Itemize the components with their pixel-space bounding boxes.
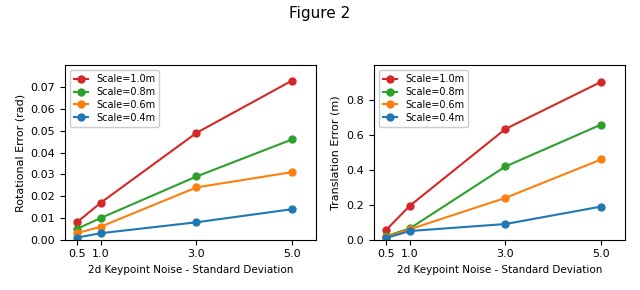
Scale=0.6m (382, 235, 390, 239)
Scale=1.0m (406, 204, 413, 207)
Scale=0.6m (406, 228, 413, 231)
Scale=0.6m (597, 158, 605, 161)
Line: Scale=0.4m: Scale=0.4m (74, 206, 296, 241)
Scale=0.8m (382, 235, 390, 238)
Scale=0.4m (382, 236, 390, 240)
Scale=0.8m (73, 227, 81, 231)
Scale=0.6m (288, 171, 296, 174)
Scale=1.0m (193, 131, 200, 135)
Text: Figure 2: Figure 2 (289, 6, 351, 21)
Scale=1.0m (288, 79, 296, 82)
Scale=0.6m (502, 196, 509, 200)
Scale=1.0m (597, 80, 605, 84)
Line: Scale=0.6m: Scale=0.6m (74, 169, 296, 237)
Scale=0.8m (502, 165, 509, 168)
Scale=0.4m (502, 222, 509, 226)
Scale=1.0m (97, 201, 105, 204)
Line: Scale=0.6m: Scale=0.6m (383, 156, 605, 241)
Scale=0.8m (597, 123, 605, 126)
Y-axis label: Translation Error (m): Translation Error (m) (331, 95, 341, 210)
Legend: Scale=1.0m, Scale=0.8m, Scale=0.6m, Scale=0.4m: Scale=1.0m, Scale=0.8m, Scale=0.6m, Scal… (70, 70, 159, 127)
Scale=1.0m (502, 127, 509, 131)
Scale=0.4m (97, 231, 105, 235)
Scale=0.6m (193, 186, 200, 189)
Scale=0.6m (73, 231, 81, 235)
Line: Scale=1.0m: Scale=1.0m (74, 77, 296, 226)
Scale=1.0m (382, 229, 390, 232)
Scale=0.4m (73, 236, 81, 239)
Scale=0.6m (97, 225, 105, 229)
Scale=0.4m (288, 207, 296, 211)
Scale=0.4m (406, 229, 413, 233)
Line: Scale=0.4m: Scale=0.4m (383, 203, 605, 242)
Scale=0.4m (597, 205, 605, 208)
Scale=0.4m (193, 220, 200, 224)
X-axis label: 2d Keypoint Noise - Standard Deviation: 2d Keypoint Noise - Standard Deviation (88, 265, 293, 275)
X-axis label: 2d Keypoint Noise - Standard Deviation: 2d Keypoint Noise - Standard Deviation (397, 265, 602, 275)
Scale=0.8m (288, 138, 296, 141)
Legend: Scale=1.0m, Scale=0.8m, Scale=0.6m, Scale=0.4m: Scale=1.0m, Scale=0.8m, Scale=0.6m, Scal… (379, 70, 468, 127)
Y-axis label: Rotational Error (rad): Rotational Error (rad) (15, 93, 25, 212)
Line: Scale=0.8m: Scale=0.8m (383, 121, 605, 240)
Scale=1.0m (73, 220, 81, 224)
Line: Scale=0.8m: Scale=0.8m (74, 136, 296, 232)
Line: Scale=1.0m: Scale=1.0m (383, 78, 605, 234)
Scale=0.8m (406, 227, 413, 230)
Scale=0.8m (97, 216, 105, 220)
Scale=0.8m (193, 175, 200, 178)
